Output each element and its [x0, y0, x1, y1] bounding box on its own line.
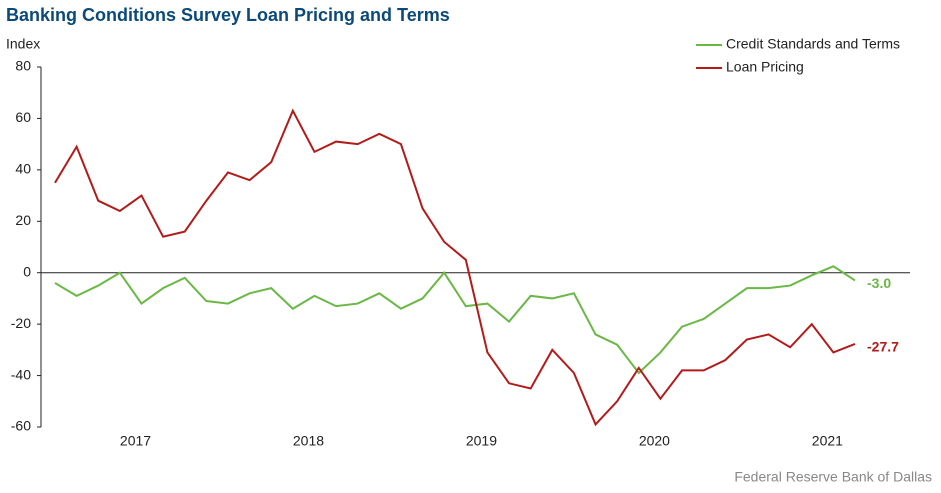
y-tick-label: -40 [11, 366, 31, 382]
y-tick-label: 20 [15, 212, 31, 228]
y-tick-label: 0 [23, 263, 31, 279]
x-tick-label: 2018 [293, 433, 324, 449]
y-tick-label: -20 [11, 315, 31, 331]
series-line [54, 108, 856, 427]
y-axis-label: Index [6, 36, 40, 52]
end-label: -27.7 [867, 339, 899, 355]
chart-title: Banking Conditions Survey Loan Pricing a… [6, 5, 450, 25]
end-label: -3.0 [867, 275, 891, 291]
series-line [54, 265, 856, 375]
x-tick-label: 2017 [120, 433, 151, 449]
y-tick-label: 80 [15, 58, 31, 74]
source: Federal Reserve Bank of Dallas [734, 469, 932, 485]
y-tick-label: -60 [11, 418, 31, 434]
x-tick-label: 2021 [812, 433, 843, 449]
legend-label: Credit Standards and Terms [726, 36, 900, 52]
y-tick-label: 40 [15, 161, 31, 177]
y-tick-label: 60 [15, 109, 31, 125]
x-tick-label: 2019 [466, 433, 497, 449]
legend-label: Loan Pricing [726, 59, 804, 75]
x-tick-label: 2020 [639, 433, 670, 449]
